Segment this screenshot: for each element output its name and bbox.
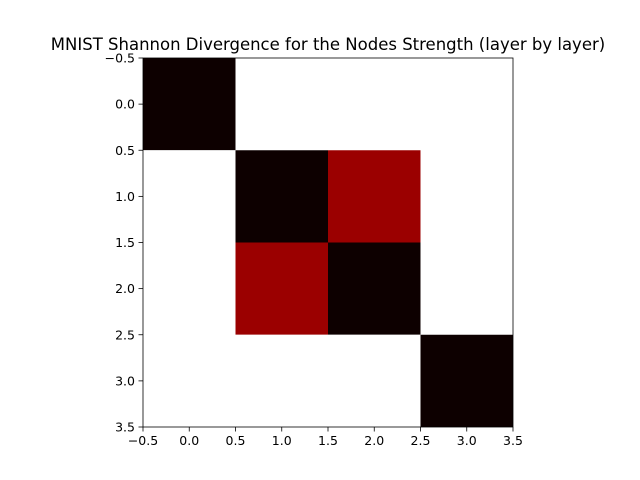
x-tick-label: 1.0 [272,433,292,448]
heatmap-cell-r0-c0 [143,58,236,151]
x-tick-label: 2.0 [364,433,384,448]
x-tick-label: −0.5 [128,433,158,448]
heatmap-cell-r2-c2 [328,242,421,335]
y-tick-label: 2.0 [115,281,135,296]
heatmap-cell-r0-c2 [328,58,421,151]
y-tick-label: 0.0 [115,97,135,112]
x-tick-label: 2.5 [411,433,431,448]
chart-title: MNIST Shannon Divergence for the Nodes S… [51,35,605,54]
heatmap-cell-r1-c0 [143,150,236,243]
heatmap-cell-r3-c2 [328,334,421,427]
y-tick-label: 0.5 [115,143,135,158]
heatmap-cell-r3-c1 [235,334,328,427]
heatmap-cell-r3-c3 [420,334,513,427]
heatmap-cell-r2-c1 [235,242,328,335]
x-tick-label: 1.5 [318,433,338,448]
y-tick-label: 1.5 [115,235,135,250]
heatmap-cell-r1-c2 [328,150,421,243]
y-axis: −0.5 0.0 0.5 1.0 1.5 2.0 2.5 3.0 3.5 [105,51,143,435]
x-tick-label: 0.0 [179,433,199,448]
heatmap-cell-r0-c3 [420,58,513,151]
x-tick-label: 3.0 [457,433,477,448]
heatmap-cell-r2-c3 [420,242,513,335]
x-tick-label: 0.5 [226,433,246,448]
heatmap-cell-r3-c0 [143,334,236,427]
y-tick-label: 1.0 [115,189,135,204]
y-tick-label: 2.5 [115,327,135,342]
x-axis: −0.5 0.0 0.5 1.0 1.5 2.0 2.5 3.0 3.5 [128,427,523,448]
heatmap-cell-r2-c0 [143,242,236,335]
y-tick-label: 3.5 [115,420,135,435]
heatmap-cell-r1-c3 [420,150,513,243]
heatmap-cell-r1-c1 [235,150,328,243]
x-tick-label: 3.5 [503,433,523,448]
heatmap-cell-r0-c1 [235,58,328,151]
y-tick-label: 3.0 [115,373,135,388]
y-tick-label: −0.5 [105,51,135,66]
heatmap-cells [143,58,513,427]
